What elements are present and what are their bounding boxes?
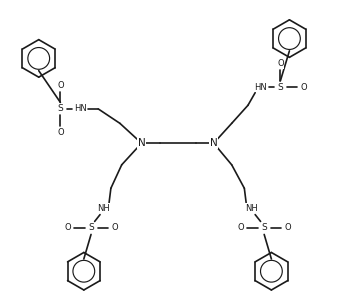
Text: NH: NH	[97, 204, 110, 213]
Text: O: O	[301, 83, 307, 92]
Text: N: N	[210, 138, 218, 148]
Text: S: S	[261, 223, 267, 233]
Text: S: S	[278, 83, 283, 92]
Text: O: O	[237, 223, 244, 233]
Text: O: O	[57, 128, 64, 137]
Text: O: O	[57, 81, 64, 90]
Text: HN: HN	[74, 104, 87, 113]
Text: O: O	[64, 223, 71, 233]
Text: S: S	[57, 104, 63, 113]
Text: O: O	[277, 59, 284, 68]
Text: O: O	[111, 223, 118, 233]
Text: HN: HN	[254, 83, 267, 92]
Text: NH: NH	[245, 204, 258, 213]
Text: S: S	[88, 223, 94, 233]
Text: O: O	[284, 223, 291, 233]
Text: N: N	[138, 138, 145, 148]
